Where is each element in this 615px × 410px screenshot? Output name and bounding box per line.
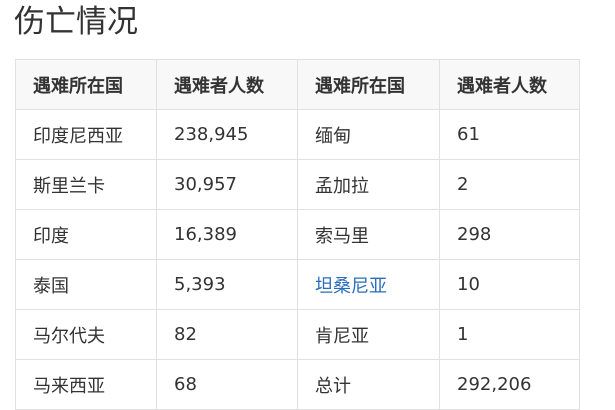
country-cell: 缅甸 xyxy=(297,109,440,160)
country-cell: 印度 xyxy=(15,209,157,260)
table-row: 斯里兰卡 30,957 孟加拉 2 xyxy=(15,159,580,210)
country-cell: 斯里兰卡 xyxy=(15,159,157,210)
table-row: 马来西亚 68 总计 292,206 xyxy=(15,359,580,410)
deaths-cell: 10 xyxy=(439,259,580,310)
deaths-cell: 82 xyxy=(156,309,298,360)
deaths-cell: 5,393 xyxy=(156,259,298,310)
deaths-cell: 1 xyxy=(439,309,580,360)
deaths-cell: 61 xyxy=(439,109,580,160)
header-deaths: 遇难者人数 xyxy=(156,59,298,110)
deaths-cell: 2 xyxy=(439,159,580,210)
header-country: 遇难所在国 xyxy=(15,59,157,110)
country-cell: 孟加拉 xyxy=(297,159,440,210)
country-cell: 索马里 xyxy=(297,209,440,260)
country-cell: 印度尼西亚 xyxy=(15,109,157,160)
country-cell: 马尔代夫 xyxy=(15,309,157,360)
deaths-cell: 238,945 xyxy=(156,109,298,160)
country-cell: 马来西亚 xyxy=(15,359,157,410)
table-row: 印度 16,389 索马里 298 xyxy=(15,209,580,260)
header-deaths: 遇难者人数 xyxy=(439,59,580,110)
page-title: 伤亡情况 xyxy=(14,4,138,40)
country-link[interactable]: 坦桑尼亚 xyxy=(315,275,387,297)
deaths-cell: 68 xyxy=(156,359,298,410)
country-cell: 泰国 xyxy=(15,259,157,310)
deaths-cell: 30,957 xyxy=(156,159,298,210)
table-row: 印度尼西亚 238,945 缅甸 61 xyxy=(15,109,580,160)
table-row: 马尔代夫 82 肯尼亚 1 xyxy=(15,309,580,360)
casualty-table: 遇难所在国 遇难者人数 遇难所在国 遇难者人数 印度尼西亚 238,945 缅甸 61… xyxy=(15,59,580,410)
deaths-cell: 292,206 xyxy=(439,359,580,410)
deaths-cell: 298 xyxy=(439,209,580,260)
deaths-cell: 16,389 xyxy=(156,209,298,260)
country-cell: 肯尼亚 xyxy=(297,309,440,360)
country-cell: 总计 xyxy=(297,359,440,410)
header-country: 遇难所在国 xyxy=(297,59,440,110)
table-header-row: 遇难所在国 遇难者人数 遇难所在国 遇难者人数 xyxy=(15,59,580,110)
table-row: 泰国 5,393 坦桑尼亚 10 xyxy=(15,259,580,310)
country-cell: 坦桑尼亚 xyxy=(297,259,440,310)
